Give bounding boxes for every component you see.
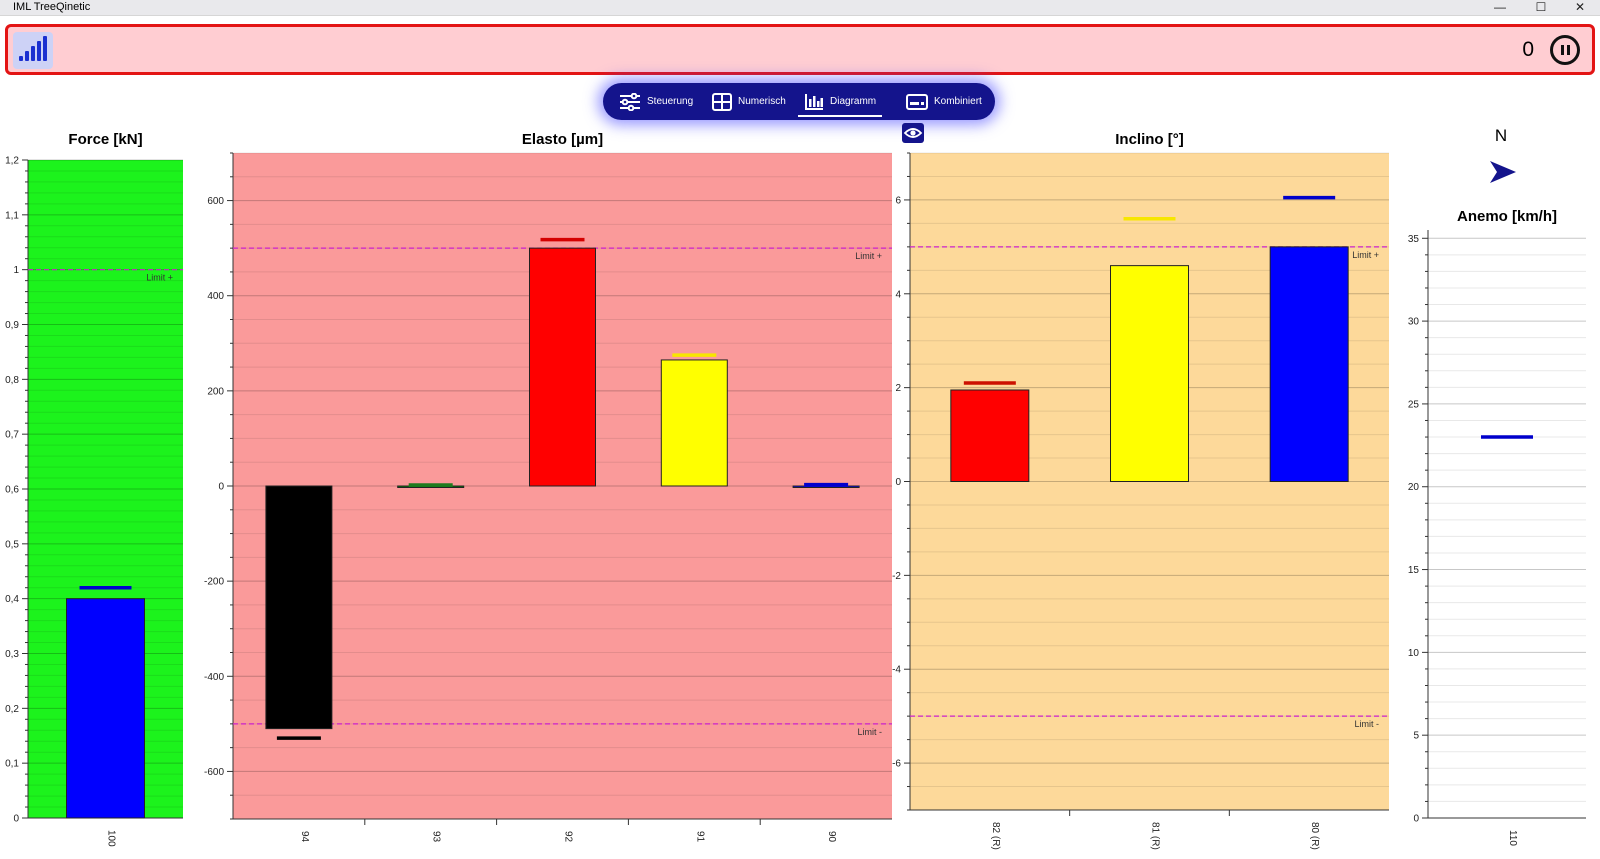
elasto-y-tick-label: 400 [207, 291, 224, 302]
elasto-category-label: 90 [826, 831, 837, 843]
view-tab-bar: Steuerung Numerisch Diagramm Kombiniert [603, 83, 995, 120]
anemo-y-tick-label: 35 [1408, 234, 1420, 245]
inclino-bar [950, 389, 1030, 482]
anemo-y-tick-label: 5 [1413, 731, 1419, 742]
force-y-tick-label: 1,1 [5, 210, 19, 221]
tab-diagramm[interactable]: Diagramm [798, 83, 883, 120]
force-y-tick-label: 1,2 [5, 156, 19, 167]
anemo-y-tick-label: 25 [1408, 399, 1420, 410]
eye-icon [903, 128, 923, 138]
compass-direction-label: N [1494, 126, 1508, 145]
force-y-tick-label: 0 [13, 814, 19, 825]
force-y-tick-label: 0,3 [5, 649, 19, 660]
inclino-category-label: 81 (R) [1150, 822, 1161, 850]
tab-kombiniert[interactable]: Kombiniert [900, 83, 988, 120]
inclino-category-label: 82 (R) [990, 822, 1001, 850]
inclino-y-tick-label: -2 [892, 571, 901, 582]
force-y-tick-label: 0,6 [5, 485, 19, 496]
minimize-button[interactable]: — [1494, 0, 1506, 14]
inclino-limit-label: Limit - [1355, 719, 1380, 729]
elasto-y-tick-label: -200 [204, 577, 224, 588]
sliders-icon [620, 92, 640, 111]
force-y-tick-label: 1 [13, 265, 19, 276]
tab-label: Steuerung [647, 96, 694, 107]
force-limit-label: Limit + [146, 273, 173, 283]
grid-icon [712, 92, 732, 111]
tab-label: Diagramm [830, 96, 877, 107]
elasto-chart: -600 -400 -200 0 200 400 600 Limit + Limit - 94 93… [204, 152, 892, 843]
pause-icon[interactable] [1550, 35, 1580, 65]
anemo-y-tick-label: 10 [1408, 648, 1420, 659]
anemo-y-tick-label: 0 [1413, 814, 1419, 825]
tab-steuerung[interactable]: Steuerung [613, 83, 699, 120]
inclino-category-label: 80 (R) [1309, 822, 1320, 850]
inclino-chart: -6 -4 -2 0 2 4 6 Limit + Limit - 82 (R) 81 (R) 80 (… [892, 152, 1389, 850]
elasto-category-label: 92 [563, 831, 574, 843]
force-y-tick-label: 0,4 [5, 594, 19, 605]
inclino-y-tick-label: -4 [892, 665, 901, 676]
tab-label: Kombiniert [934, 96, 982, 107]
bar-chart-icon [805, 93, 823, 110]
force-y-tick-label: 0,7 [5, 430, 19, 441]
force-y-tick-label: 0,2 [5, 704, 19, 715]
elasto-y-tick-label: 600 [207, 196, 224, 207]
elasto-chart-title: Elasto [µm] [521, 131, 604, 148]
elasto-category-label: 91 [694, 831, 705, 843]
force-bar [66, 598, 145, 819]
tab-numerisch[interactable]: Numerisch [706, 83, 792, 120]
inclino-bar [1110, 265, 1189, 482]
elasto-category-label: 94 [299, 831, 310, 843]
anemo-chart: 0 5 10 15 20 25 30 35 110 [1408, 230, 1586, 846]
force-y-tick-label: 0,1 [5, 759, 19, 770]
elasto-y-tick-label: -400 [204, 672, 224, 683]
elasto-y-tick-label: 200 [207, 386, 224, 397]
inclino-limit-label: Limit + [1352, 250, 1379, 260]
inclino-y-tick-label: 4 [895, 289, 901, 300]
elasto-y-tick-label: 0 [218, 482, 224, 493]
force-y-tick-label: 0,5 [5, 539, 19, 550]
direction-arrow-icon [1490, 161, 1516, 183]
elasto-limit-label: Limit + [855, 251, 882, 261]
anemo-y-tick-label: 30 [1408, 317, 1420, 328]
inclino-y-tick-label: 2 [895, 383, 901, 394]
window-title: IML TreeQinetic [13, 1, 91, 13]
force-chart-title: Force [kN] [68, 131, 143, 148]
close-button[interactable]: ✕ [1574, 0, 1586, 14]
anemo-y-tick-label: 20 [1408, 482, 1420, 493]
inclino-y-tick-label: 0 [895, 477, 901, 488]
signal-strength-icon[interactable] [13, 32, 53, 69]
anemo-chart-title: Anemo [km/h] [1456, 208, 1557, 225]
anemo-plot-area [1428, 230, 1586, 818]
elasto-limit-label: Limit - [858, 727, 883, 737]
elasto-bar [265, 485, 333, 730]
tab-label: Numerisch [738, 96, 786, 107]
anemo-category-label: 110 [1507, 830, 1518, 846]
elasto-bar [660, 359, 728, 487]
force-category-label: 100 [106, 830, 117, 847]
elasto-y-tick-label: -600 [204, 767, 224, 778]
counter-value: 0 [1522, 38, 1534, 61]
anemo-y-tick-label: 15 [1408, 565, 1420, 576]
elasto-bar [529, 247, 596, 487]
inclino-bar [1269, 246, 1349, 482]
force-y-tick-label: 0,8 [5, 375, 19, 386]
maximize-button[interactable]: ☐ [1535, 0, 1547, 14]
inclino-y-tick-label: 6 [895, 195, 901, 206]
visibility-toggle-button[interactable] [902, 123, 924, 143]
inclino-chart-title: Inclino [°] [1115, 131, 1184, 148]
force-y-tick-label: 0,9 [5, 320, 19, 331]
force-chart: 0 0,1 0,2 0,3 0,4 0,5 0,6 0,7 0,8 0,9 1 1,1 1,2 Limit… [5, 156, 183, 847]
elasto-category-label: 93 [431, 831, 442, 843]
window-titlebar: IML TreeQinetic — ☐ ✕ [0, 0, 1600, 16]
connection-status-bar: 0 [5, 24, 1595, 75]
card-icon [906, 93, 928, 110]
inclino-y-tick-label: -6 [892, 759, 901, 770]
